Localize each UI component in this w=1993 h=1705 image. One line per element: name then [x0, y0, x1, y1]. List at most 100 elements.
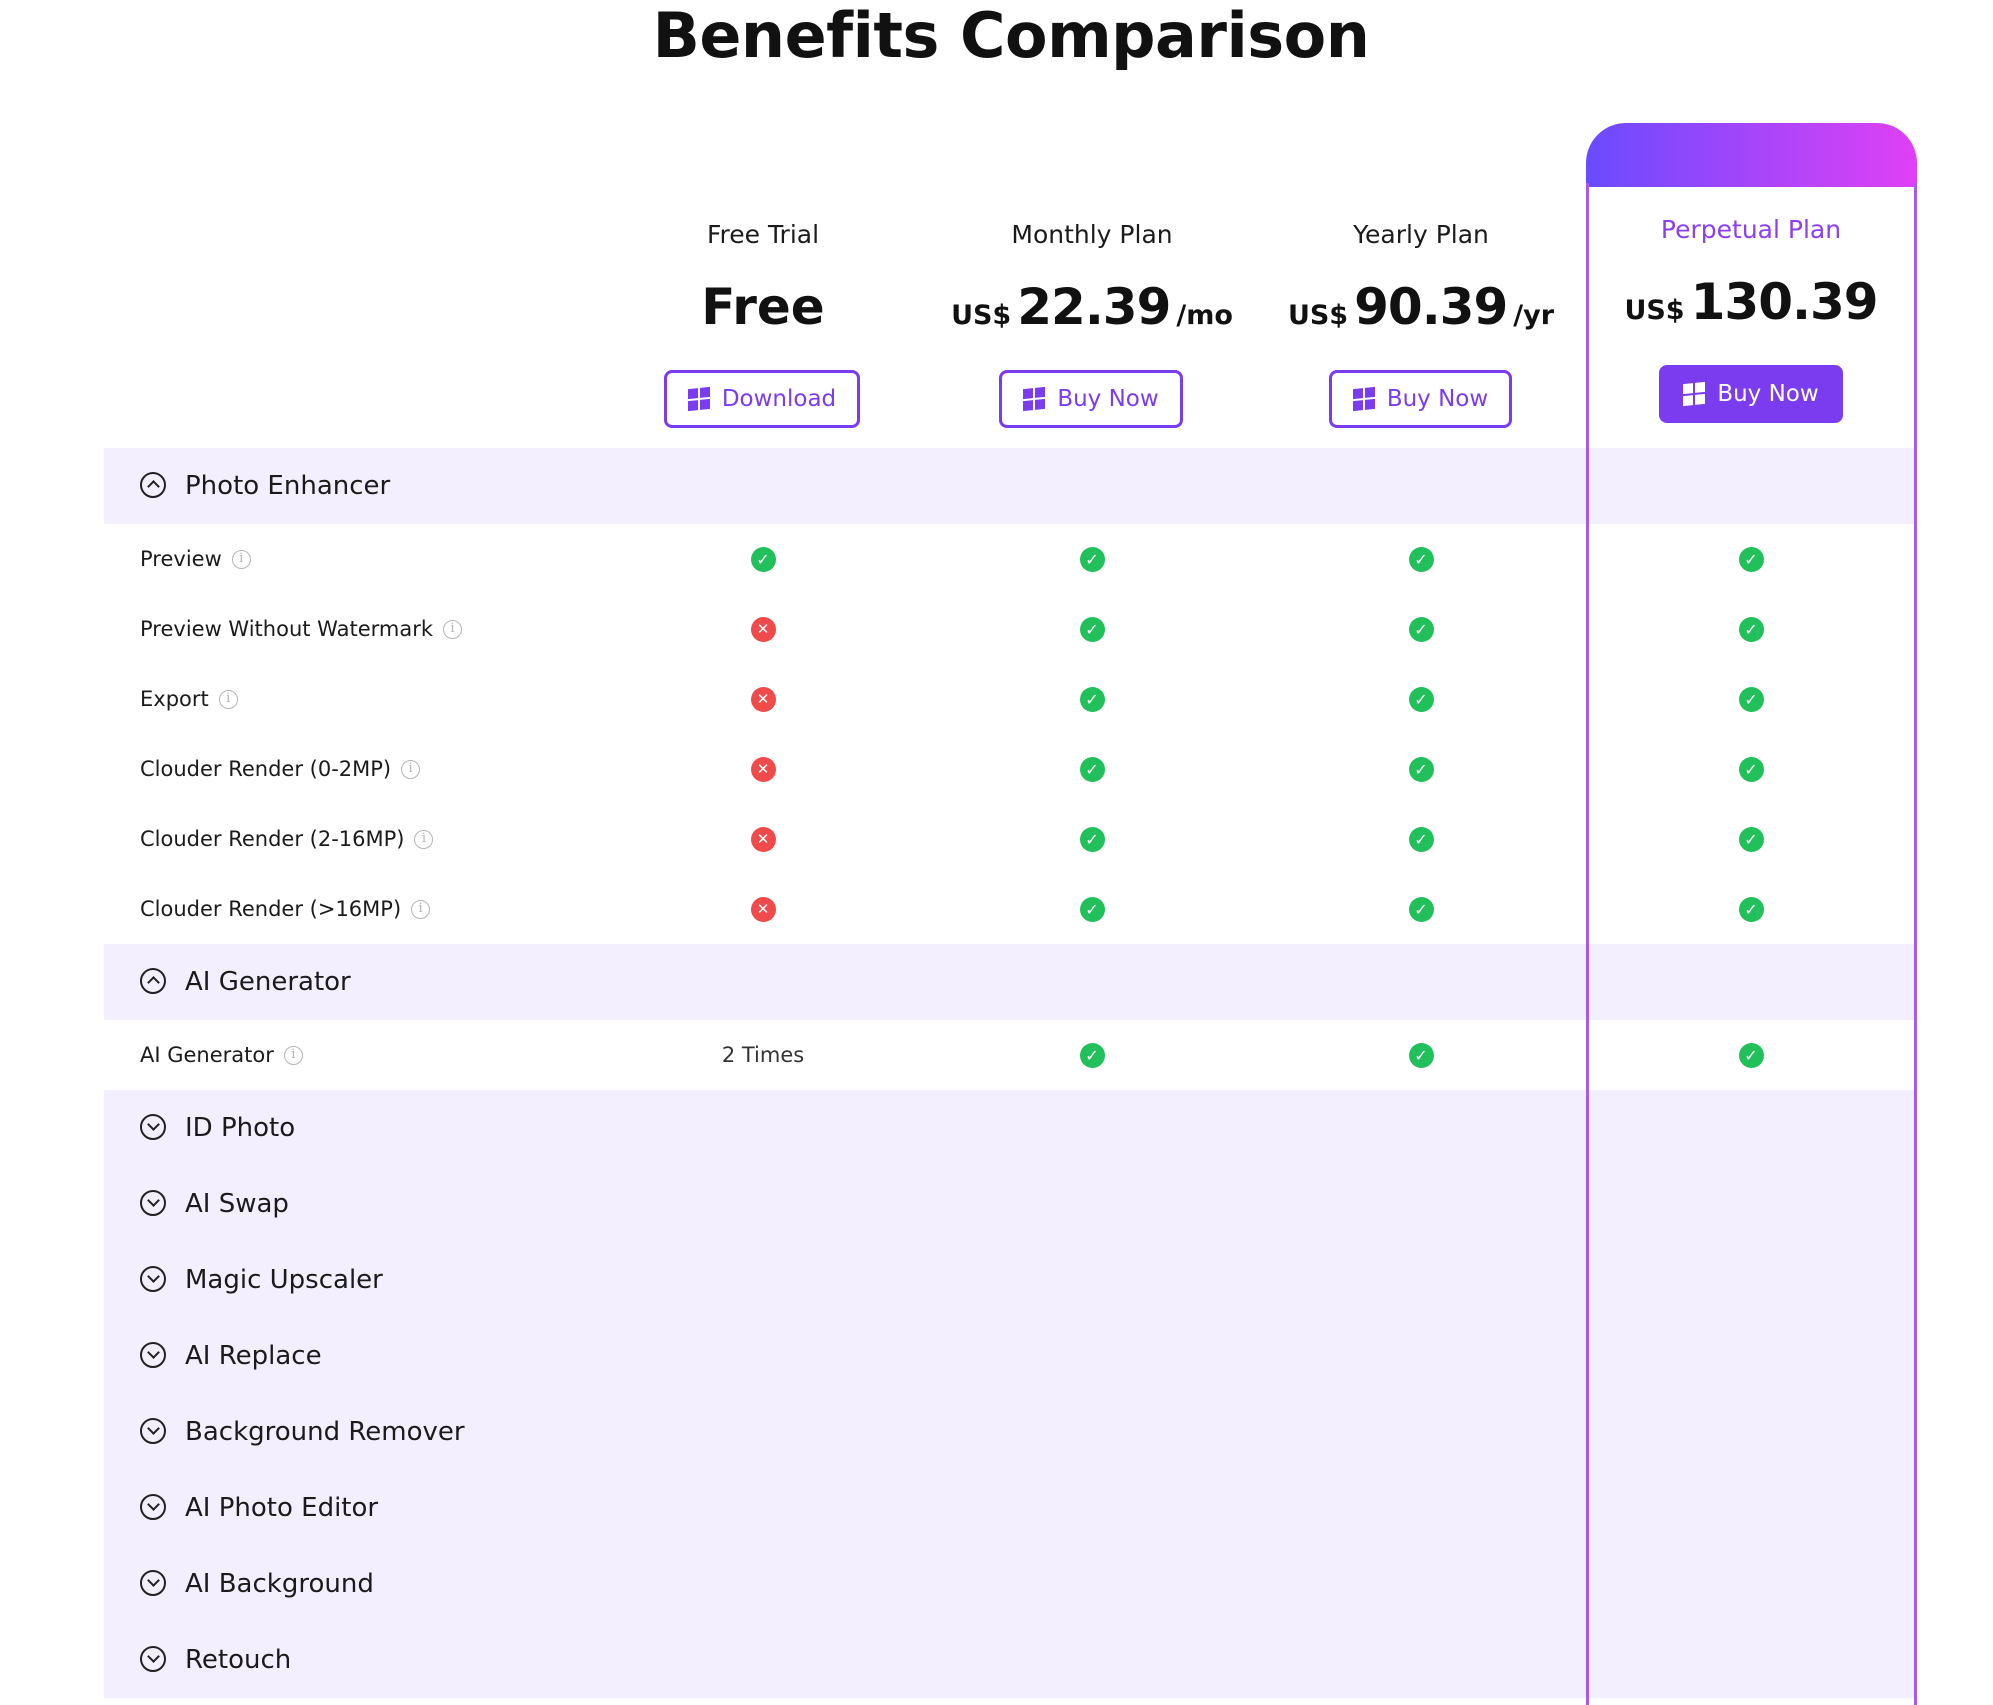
feature-cell: ✓ [927, 594, 1257, 664]
feature-row: Clouder Render (0-2MP) i ✕ ✓ ✓ ✓ [104, 734, 1917, 804]
chevron-down-icon[interactable] [140, 1418, 166, 1444]
feature-cell: ✓ [1586, 1020, 1916, 1090]
plan-name: Monthly Plan [1011, 220, 1173, 249]
windows-icon [687, 386, 710, 412]
buy-now-label: Buy Now [1717, 381, 1819, 407]
price-period: /yr [1513, 300, 1555, 331]
check-circle-icon: ✓ [1738, 756, 1764, 782]
check-circle-icon: ✓ [1079, 756, 1105, 782]
info-icon[interactable]: i [401, 759, 421, 779]
feature-label: Preview Without Watermark i [140, 594, 462, 664]
section-header[interactable]: AI Background [104, 1546, 1917, 1622]
download-button[interactable]: Download [664, 370, 860, 428]
info-icon[interactable]: i [218, 689, 238, 709]
chevron-down-icon[interactable] [140, 1190, 166, 1216]
buy-now-monthly-button[interactable]: Buy Now [999, 370, 1183, 428]
plan-price: US$ 22.39 /mo [927, 278, 1257, 338]
check-circle-icon: ✓ [1079, 826, 1105, 852]
price-free: Free [701, 278, 825, 336]
feature-cell: ✓ [927, 524, 1257, 594]
plan-price: Free [598, 278, 928, 338]
feature-row: Clouder Render (2-16MP) i ✕ ✓ ✓ ✓ [104, 804, 1917, 874]
feature-label: Clouder Render (0-2MP) i [140, 734, 421, 804]
download-button-label: Download [721, 386, 837, 412]
plan-price: US$ 130.39 [1586, 273, 1916, 333]
chevron-down-icon[interactable] [140, 1646, 166, 1672]
check-circle-icon: ✓ [1738, 1042, 1764, 1068]
windows-icon [1023, 386, 1046, 412]
chevron-down-icon[interactable] [140, 1114, 166, 1140]
section-header[interactable]: Retouch [104, 1622, 1917, 1698]
section-label: Retouch [185, 1645, 292, 1675]
perpetual-plan-gradient-header [1586, 123, 1917, 187]
feature-label-text: Clouder Render (2-16MP) [140, 827, 405, 851]
section-header[interactable]: ID Photo [104, 1090, 1917, 1166]
section-label: Magic Upscaler [185, 1265, 383, 1295]
feature-cell: ✓ [1586, 734, 1916, 804]
feature-label: Preview i [140, 524, 251, 594]
plan-name: Yearly Plan [1353, 220, 1489, 249]
feature-cell: ✓ [1256, 664, 1586, 734]
check-circle-icon: ✓ [1408, 616, 1434, 642]
check-circle-icon: ✓ [1738, 896, 1764, 922]
chevron-down-icon[interactable] [140, 1266, 166, 1292]
section-header[interactable]: Photo Enhancer [104, 448, 1917, 524]
feature-cell: ✓ [1586, 804, 1916, 874]
section-label: AI Generator [185, 967, 351, 997]
price-amount: 90.39 [1354, 278, 1508, 336]
info-icon[interactable]: i [411, 899, 431, 919]
feature-cell: ✓ [927, 874, 1257, 944]
check-circle-icon: ✓ [1738, 546, 1764, 572]
feature-label-text: Preview [140, 547, 222, 571]
feature-cell: ✓ [1586, 664, 1916, 734]
info-icon[interactable]: i [231, 549, 251, 569]
buy-now-label: Buy Now [1386, 386, 1489, 412]
section-header[interactable]: Background Remover [104, 1394, 1917, 1470]
feature-cell: ✕ [598, 664, 928, 734]
price-currency: US$ [951, 300, 1012, 331]
feature-cell: ✓ [1586, 524, 1916, 594]
check-circle-icon: ✓ [1408, 896, 1434, 922]
section-header[interactable]: AI Swap [104, 1166, 1917, 1242]
section-header[interactable]: AI Photo Editor [104, 1470, 1917, 1546]
windows-icon [1683, 381, 1706, 407]
chevron-up-icon[interactable] [140, 472, 166, 498]
section-label: Background Remover [185, 1417, 465, 1447]
plan-free-trial: Free Trial Free [598, 218, 928, 338]
check-circle-icon: ✓ [1408, 826, 1434, 852]
plan-name: Free Trial [706, 220, 820, 249]
chevron-down-icon[interactable] [140, 1342, 166, 1368]
buy-now-yearly-button[interactable]: Buy Now [1329, 370, 1512, 428]
info-icon[interactable]: i [443, 619, 462, 639]
plan-name: Perpetual Plan [1660, 215, 1842, 244]
chevron-down-icon[interactable] [140, 1494, 166, 1520]
feature-cell: ✓ [927, 664, 1257, 734]
info-icon[interactable]: i [414, 829, 434, 849]
feature-cell: ✕ [598, 874, 928, 944]
section-header[interactable]: AI Generator [104, 944, 1917, 1020]
check-circle-icon: ✓ [1079, 616, 1105, 642]
feature-value: 2 Times [721, 1043, 805, 1067]
section-label: ID Photo [185, 1113, 296, 1143]
check-circle-icon: ✓ [1408, 756, 1434, 782]
chevron-down-icon[interactable] [140, 1570, 166, 1596]
windows-icon [1352, 386, 1375, 412]
feature-label: Clouder Render (2-16MP) i [140, 804, 434, 874]
feature-cell: ✓ [1256, 734, 1586, 804]
check-circle-icon: ✓ [1408, 686, 1434, 712]
section-header[interactable]: Magic Upscaler [104, 1242, 1917, 1318]
feature-cell: 2 Times [598, 1020, 928, 1090]
info-icon[interactable]: i [283, 1045, 303, 1065]
check-circle-icon: ✓ [1079, 546, 1105, 572]
chevron-up-icon[interactable] [140, 968, 166, 994]
feature-row: Preview i ✓ ✓ ✓ ✓ [104, 524, 1917, 594]
check-circle-icon: ✓ [1079, 896, 1105, 922]
x-circle-icon: ✕ [750, 616, 776, 642]
check-circle-icon: ✓ [1738, 616, 1764, 642]
plan-yearly: Yearly Plan US$ 90.39 /yr [1256, 218, 1586, 338]
buy-now-perpetual-button[interactable]: Buy Now [1659, 365, 1843, 423]
section-label: AI Swap [185, 1189, 289, 1219]
section-header[interactable]: AI Replace [104, 1318, 1917, 1394]
section-label: Photo Enhancer [185, 471, 391, 501]
feature-label-text: Clouder Render (0-2MP) [140, 757, 392, 781]
